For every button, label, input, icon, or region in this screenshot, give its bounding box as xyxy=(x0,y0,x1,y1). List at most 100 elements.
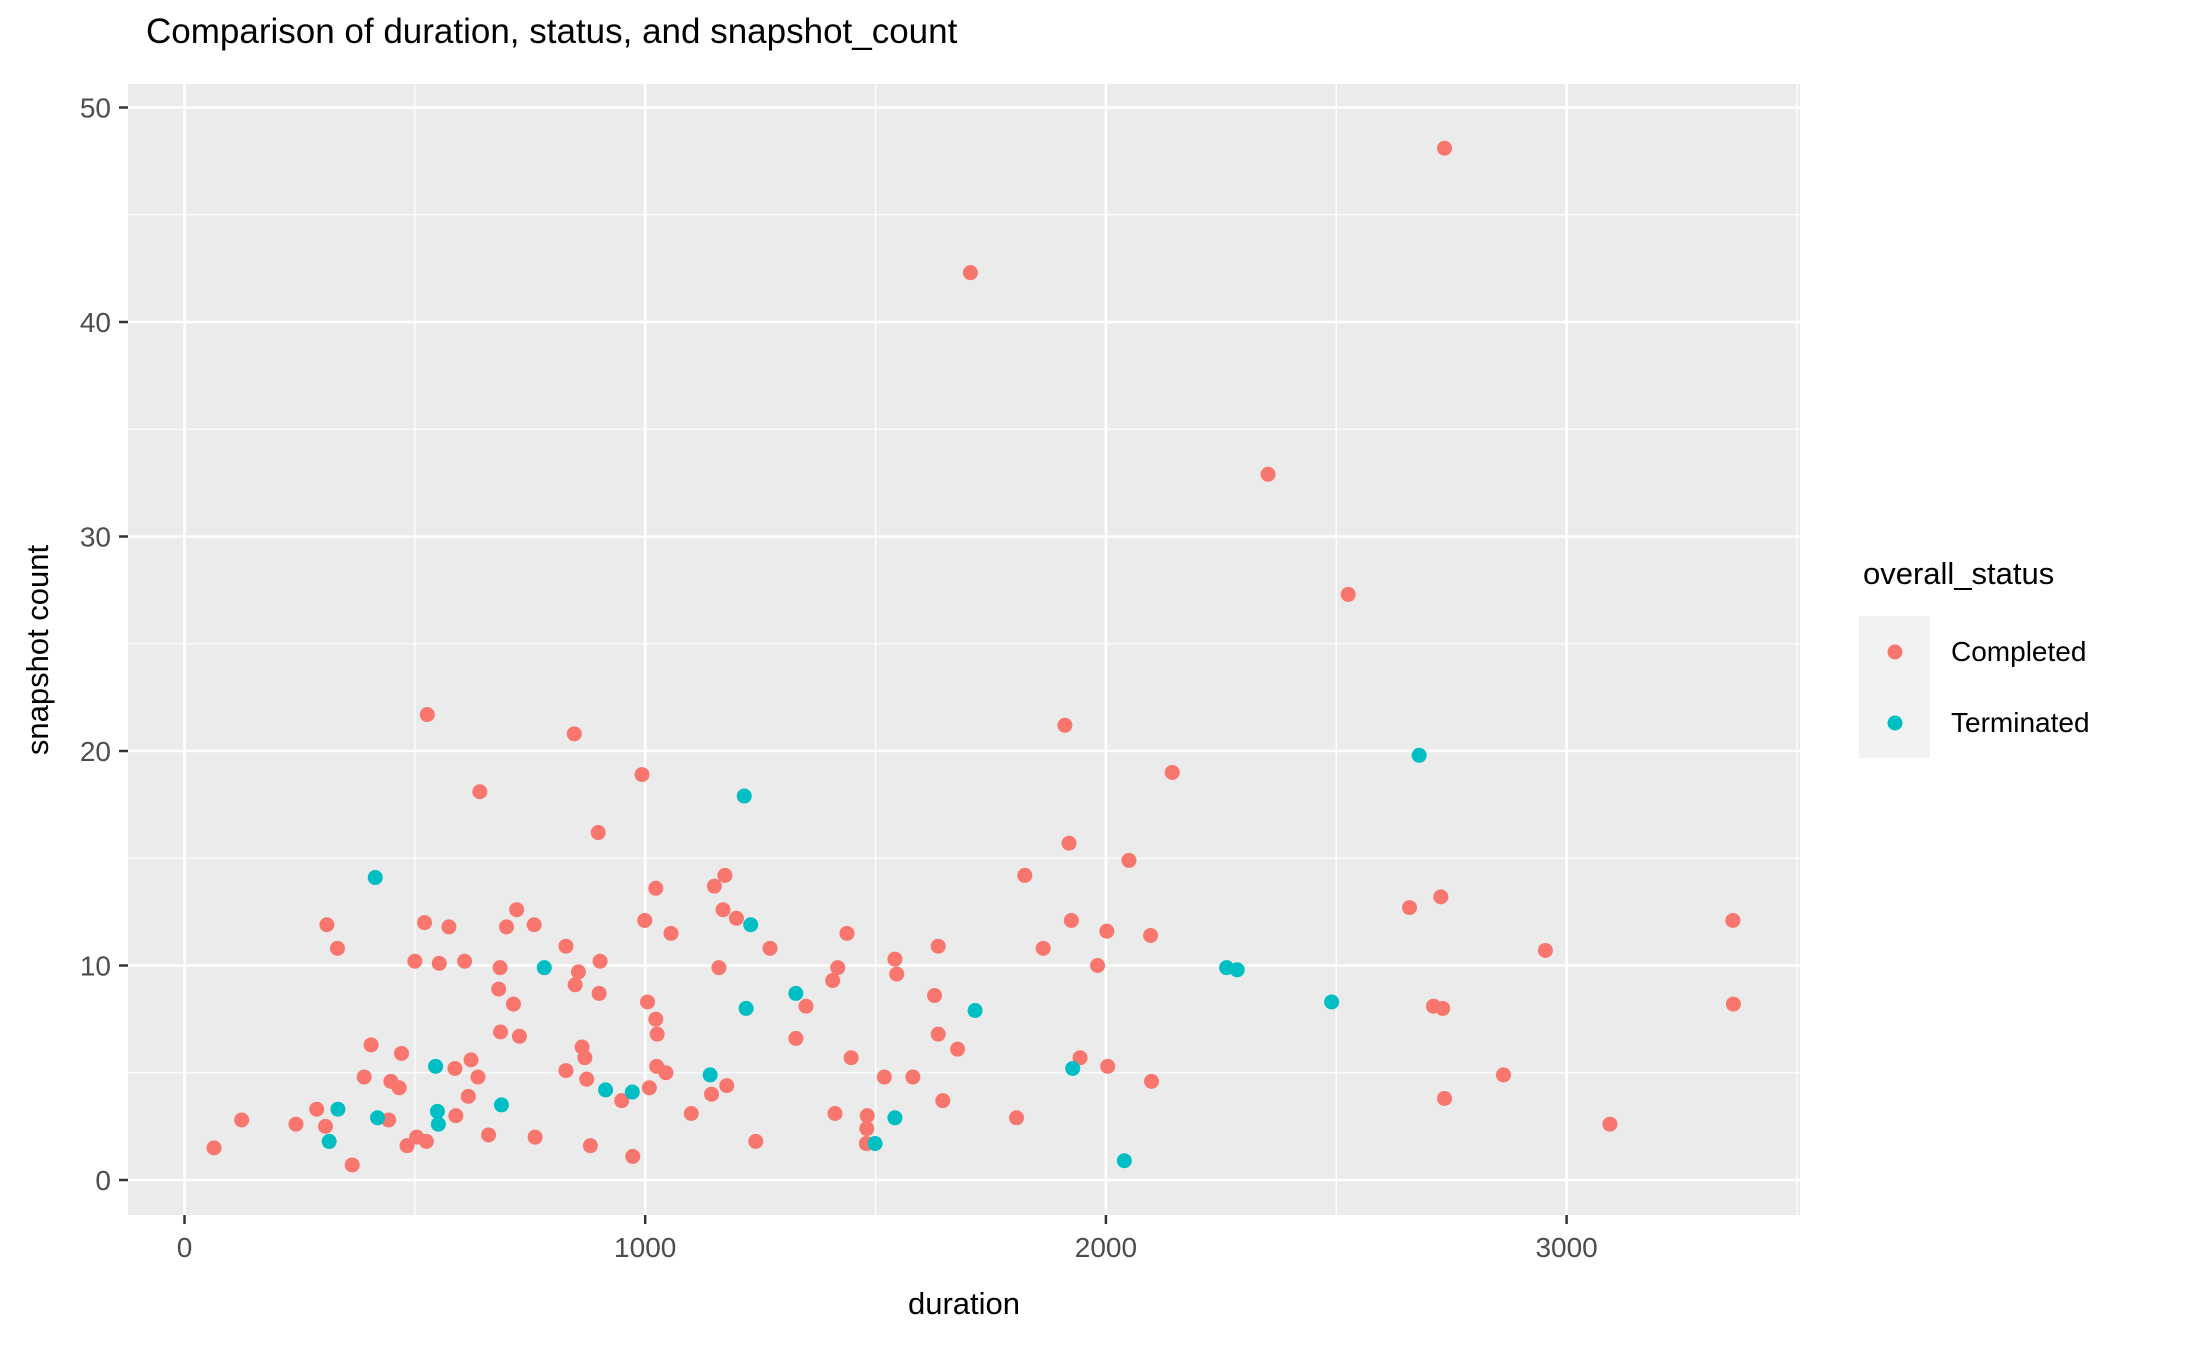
data-point xyxy=(417,915,433,931)
data-point xyxy=(658,1065,674,1081)
data-point xyxy=(470,1069,486,1085)
data-point xyxy=(567,977,583,993)
data-point xyxy=(889,966,905,982)
data-point xyxy=(441,919,457,935)
data-point xyxy=(702,1067,718,1083)
legend: overall_status Completed Terminated xyxy=(1859,556,2090,758)
data-point xyxy=(399,1138,415,1154)
x-tick-label: 1000 xyxy=(614,1232,676,1263)
data-point xyxy=(1116,1153,1132,1169)
data-point xyxy=(472,784,488,800)
data-point xyxy=(1435,1000,1451,1016)
data-point xyxy=(1725,912,1741,928)
data-point xyxy=(1340,586,1356,602)
data-point xyxy=(329,940,345,956)
data-point xyxy=(558,938,574,954)
x-tick-label: 0 xyxy=(177,1232,193,1263)
data-point xyxy=(363,1037,379,1053)
x-tick-label: 3000 xyxy=(1535,1232,1597,1263)
data-point xyxy=(950,1041,966,1057)
data-point xyxy=(1537,942,1553,958)
data-point xyxy=(288,1116,304,1132)
data-point xyxy=(748,1133,764,1149)
x-axis-title: duration xyxy=(907,1286,1021,1321)
data-point xyxy=(743,917,759,933)
y-tick-label: 40 xyxy=(80,307,111,338)
data-point xyxy=(1057,717,1073,733)
data-point xyxy=(321,1133,337,1149)
data-point xyxy=(1061,835,1077,851)
data-point xyxy=(715,902,731,918)
data-point xyxy=(1437,140,1453,156)
data-point xyxy=(640,994,656,1010)
data-point xyxy=(447,1060,463,1076)
legend-key xyxy=(1859,687,1930,758)
data-point xyxy=(859,1108,875,1124)
terminated-dot-icon xyxy=(1887,715,1902,730)
data-point xyxy=(641,1080,657,1096)
data-point xyxy=(625,1148,641,1164)
data-point xyxy=(1090,958,1106,973)
data-point xyxy=(1411,747,1427,763)
data-point xyxy=(1725,996,1741,1012)
data-point xyxy=(967,1003,983,1019)
data-point xyxy=(319,917,335,933)
data-point xyxy=(683,1106,699,1122)
data-point xyxy=(930,1026,946,1042)
data-point xyxy=(706,878,722,894)
data-point xyxy=(843,1050,859,1066)
data-point xyxy=(579,1071,595,1087)
data-point xyxy=(526,917,542,933)
data-point xyxy=(448,1108,464,1124)
data-point xyxy=(798,998,814,1014)
legend-key xyxy=(1859,616,1930,687)
data-point xyxy=(1164,764,1180,780)
data-point xyxy=(1017,867,1033,883)
data-point xyxy=(393,1045,409,1061)
data-point xyxy=(859,1121,875,1137)
data-point xyxy=(648,1011,664,1027)
data-point xyxy=(867,1136,883,1152)
data-point xyxy=(704,1086,720,1102)
legend-entries: Completed Terminated xyxy=(1859,616,2090,758)
data-point xyxy=(558,1063,574,1079)
data-point xyxy=(1402,900,1418,916)
data-point xyxy=(330,1101,346,1117)
data-point xyxy=(590,825,606,841)
data-point xyxy=(663,925,679,941)
data-point xyxy=(711,960,727,976)
data-point xyxy=(509,902,525,918)
data-point xyxy=(830,960,846,976)
data-point xyxy=(431,955,447,971)
data-point xyxy=(887,951,903,967)
y-tick-label: 20 xyxy=(80,736,111,767)
data-point xyxy=(1035,940,1051,956)
data-point xyxy=(577,1050,593,1066)
data-point xyxy=(634,767,650,783)
data-point xyxy=(582,1138,598,1154)
data-point xyxy=(887,1110,903,1126)
legend-entry-completed: Completed xyxy=(1859,616,2090,687)
data-point xyxy=(905,1069,921,1085)
y-tick-label: 50 xyxy=(80,93,111,124)
data-point xyxy=(788,1030,804,1046)
data-point xyxy=(481,1127,497,1143)
data-point xyxy=(717,867,733,883)
data-point xyxy=(429,1103,445,1119)
data-point xyxy=(234,1112,250,1128)
data-point xyxy=(1065,1060,1081,1076)
data-point xyxy=(492,960,508,976)
data-point xyxy=(598,1082,614,1098)
data-point xyxy=(1144,1073,1160,1089)
data-point xyxy=(728,910,744,926)
data-point xyxy=(591,985,607,1001)
data-point xyxy=(418,1133,434,1149)
data-point xyxy=(648,880,664,896)
data-point xyxy=(344,1157,360,1173)
data-point xyxy=(367,870,383,886)
data-point xyxy=(614,1093,630,1109)
data-point xyxy=(637,912,653,928)
data-point xyxy=(536,960,552,976)
legend-label: Terminated xyxy=(1951,706,2090,738)
